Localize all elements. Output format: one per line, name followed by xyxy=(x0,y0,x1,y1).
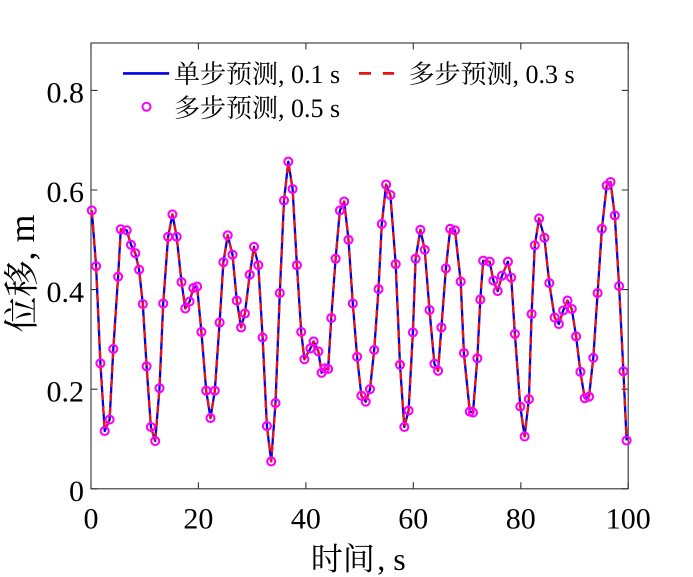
svg-text:0: 0 xyxy=(84,503,99,536)
svg-text:0.2: 0.2 xyxy=(47,375,85,408)
svg-text:0: 0 xyxy=(69,475,84,508)
svg-text:0.4: 0.4 xyxy=(47,276,85,309)
svg-text:, 0.3 s: , 0.3 s xyxy=(513,60,575,89)
svg-text:60: 60 xyxy=(398,503,428,536)
svg-text:, s: , s xyxy=(377,541,405,577)
svg-text:100: 100 xyxy=(606,503,651,536)
svg-text:20: 20 xyxy=(183,503,213,536)
svg-text:80: 80 xyxy=(506,503,536,536)
svg-text:0.6: 0.6 xyxy=(47,176,85,209)
svg-text:0.8: 0.8 xyxy=(47,77,85,110)
svg-text:, 0.1 s: , 0.1 s xyxy=(278,60,340,89)
svg-text:40: 40 xyxy=(291,503,321,536)
svg-text:, m: , m xyxy=(2,214,42,260)
svg-text:, 0.5 s: , 0.5 s xyxy=(278,94,340,123)
